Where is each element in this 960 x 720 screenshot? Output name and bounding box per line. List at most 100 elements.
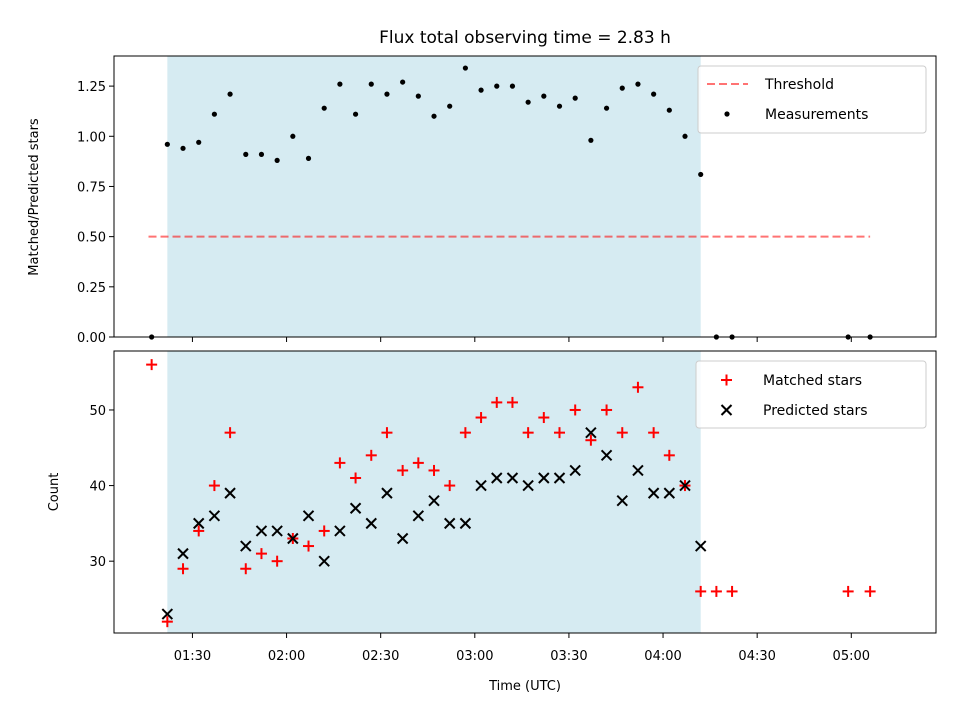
predicted-star-point [396, 532, 409, 545]
matched-star-point [177, 563, 189, 575]
measurement-point [290, 133, 296, 139]
predicted-x-b [475, 479, 487, 492]
bottom-xtick-label: 05:00 [833, 649, 870, 664]
predicted-x-b [334, 525, 346, 537]
predicted-x-b [255, 525, 268, 537]
predicted-x-b [694, 540, 707, 552]
measurement-point [180, 145, 186, 151]
matched-star-point [522, 427, 534, 439]
matched-star-point [208, 480, 220, 492]
predicted-star-point [569, 464, 581, 477]
predicted-star-point [506, 472, 519, 484]
matched-star-point [601, 404, 613, 416]
predicted-x-b [491, 472, 503, 484]
matched-star-point [146, 359, 158, 371]
measurement-point [258, 151, 265, 157]
matched-star-point [444, 480, 456, 492]
measurement-point [384, 91, 390, 97]
measurement-point [698, 171, 704, 178]
measurement-point [635, 81, 641, 87]
bottom-xtick-label: 04:00 [644, 649, 681, 664]
predicted-star-point [428, 494, 440, 507]
bottom-xticks: 01:30 02:00 02:30 03:00 03:30 04:00 04:30 05:00 [174, 633, 870, 664]
matched-star-point [381, 427, 393, 439]
bottom-ytick-label: 40 [89, 480, 106, 495]
chart-title: Flux total observing time = 2.83 h [379, 28, 671, 48]
measurement-point [572, 95, 578, 101]
x-axis-label: Time (UTC) [488, 679, 561, 694]
predicted-star-point [538, 472, 550, 484]
measurement-point [305, 155, 312, 161]
predicted-x-b [396, 532, 409, 545]
predicted-star-point [334, 525, 346, 537]
legend-measurement-label: Measurements [765, 107, 868, 123]
measurement-point [682, 133, 688, 139]
measurement-point [400, 79, 406, 85]
predicted-star-point [271, 525, 283, 537]
predicted-star-point [616, 494, 628, 507]
predicted-star-point [491, 472, 503, 484]
predicted-x-b [381, 487, 393, 499]
predicted-x-b [538, 472, 550, 484]
top-ytick-label: 1.00 [77, 130, 106, 145]
predicted-star-point [694, 540, 707, 552]
predicted-x-b [600, 449, 613, 462]
predicted-star-point [240, 540, 252, 552]
bottom-xtick-label: 02:00 [268, 649, 305, 664]
predicted-star-point [679, 479, 691, 492]
matched-star-point [554, 427, 566, 439]
predicted-star-point [663, 487, 676, 499]
predicted-x-b [647, 487, 660, 499]
bottom-legend: Matched stars Predicted stars [695, 360, 927, 429]
predicted-x-b [679, 479, 691, 492]
predicted-x-b [161, 608, 174, 620]
matched-star-point [334, 457, 346, 469]
measurement-point [431, 113, 437, 119]
measurement-point [666, 107, 672, 113]
predicted-x-b [224, 487, 236, 499]
predicted-star-point [177, 547, 189, 560]
matched-star-point [663, 449, 675, 461]
top-axes-frame [113, 55, 937, 338]
bottom-xtick-label: 03:00 [456, 649, 493, 664]
predicted-x-b [208, 510, 221, 522]
matched-star-point [491, 396, 503, 408]
matched-star-point [303, 540, 315, 552]
matched-star-point [193, 525, 205, 537]
matched-star-point [365, 449, 377, 461]
bottom-legend-box [695, 360, 927, 429]
predicted-star-point [459, 517, 472, 530]
measurement-point [478, 87, 484, 93]
bottom-ytick-label: 30 [89, 555, 106, 570]
measurement-point [243, 151, 249, 157]
predicted-star-point [412, 510, 425, 522]
matched-star-point [240, 563, 252, 575]
matched-star-point [648, 427, 660, 439]
measurement-point [415, 93, 421, 99]
matched-star-point [318, 525, 330, 537]
measurement-point [274, 157, 280, 163]
measurement-point [541, 93, 547, 99]
matched-star-point [864, 585, 876, 597]
measurement-point [525, 99, 531, 105]
legend-measurement-swatch [724, 111, 730, 117]
matched-star-point [695, 585, 707, 597]
bottom-matched-layer [146, 359, 876, 628]
predicted-x-b [177, 547, 189, 560]
top-shaded-span [167, 56, 701, 337]
top-ytick-label: 0.00 [77, 331, 106, 346]
predicted-x-b [428, 494, 440, 507]
measurement-point [494, 83, 500, 89]
predicted-star-point [208, 510, 221, 522]
predicted-x-b [553, 472, 566, 484]
legend-predicted-swatch [720, 404, 733, 416]
predicted-star-point [381, 487, 393, 499]
matched-star-point [224, 427, 236, 439]
legend-threshold-label: Threshold [764, 77, 834, 93]
measurement-point [352, 111, 359, 117]
measurement-point [164, 141, 170, 147]
top-points-layer [149, 65, 873, 340]
predicted-star-point [647, 487, 660, 499]
predicted-x-b [616, 494, 628, 507]
